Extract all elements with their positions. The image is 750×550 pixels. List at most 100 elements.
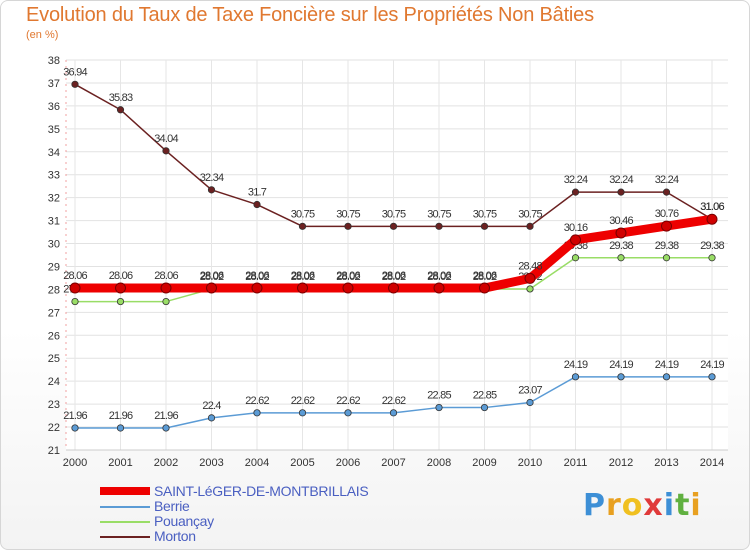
x-tick-label: 2003 bbox=[199, 457, 223, 469]
y-tick-label: 30 bbox=[48, 239, 60, 251]
data-label: 28.06 bbox=[109, 270, 133, 282]
x-tick-label: 2011 bbox=[564, 457, 588, 469]
data-label: 22.62 bbox=[336, 395, 360, 407]
data-point bbox=[71, 297, 79, 306]
data-label: 22.85 bbox=[427, 390, 451, 402]
x-tick-label: 2005 bbox=[290, 457, 314, 469]
data-label: 28.06 bbox=[291, 270, 315, 282]
logo-letter: o bbox=[621, 488, 644, 523]
data-label: 22.62 bbox=[382, 395, 406, 407]
data-point bbox=[298, 409, 307, 417]
data-label: 36.94 bbox=[63, 66, 87, 78]
y-tick-label: 28 bbox=[48, 284, 60, 296]
y-tick-label: 35 bbox=[48, 124, 60, 136]
logo-letter: i bbox=[690, 488, 702, 523]
data-point bbox=[617, 373, 625, 381]
data-point bbox=[344, 222, 352, 230]
y-tick-label: 23 bbox=[48, 399, 60, 411]
x-tick-label: 2004 bbox=[245, 457, 269, 469]
data-point bbox=[116, 297, 125, 306]
data-label: 29.38 bbox=[655, 240, 679, 252]
data-point bbox=[162, 424, 170, 432]
data-point bbox=[526, 222, 534, 230]
data-label: 24.19 bbox=[564, 359, 588, 371]
data-label: 28.48 bbox=[518, 260, 542, 272]
data-label: 30.16 bbox=[564, 222, 588, 234]
data-label: 28.02 bbox=[291, 271, 315, 283]
legend-label: Morton bbox=[154, 528, 196, 544]
data-point bbox=[116, 106, 125, 114]
data-point bbox=[708, 373, 716, 381]
data-label: 28.06 bbox=[200, 270, 224, 282]
y-tick-label: 33 bbox=[48, 170, 60, 182]
data-point bbox=[115, 282, 126, 294]
data-label: 24.19 bbox=[655, 359, 679, 371]
data-point bbox=[526, 285, 534, 293]
y-tick-label: 29 bbox=[48, 261, 60, 273]
y-tick-label: 21 bbox=[48, 445, 60, 457]
data-point bbox=[571, 254, 580, 262]
chart-title: Evolution du Taux de Taxe Foncière sur l… bbox=[26, 4, 594, 26]
legend-swatch bbox=[100, 536, 150, 538]
y-tick-label: 36 bbox=[48, 101, 60, 113]
data-point bbox=[479, 282, 490, 294]
legend-swatch bbox=[100, 487, 150, 495]
x-tick-label: 2001 bbox=[108, 457, 132, 469]
data-point bbox=[389, 222, 398, 230]
data-point bbox=[661, 220, 672, 232]
data-point bbox=[708, 254, 716, 262]
data-label: 30.75 bbox=[291, 208, 315, 220]
data-point bbox=[571, 188, 580, 196]
y-tick-label: 22 bbox=[48, 422, 60, 434]
legend-label: SAINT-LéGER-DE-MONTBRILLAIS bbox=[154, 483, 369, 499]
y-tick-label: 32 bbox=[48, 193, 60, 205]
logo-letter: P bbox=[583, 488, 606, 523]
legend-label: Pouançay bbox=[154, 513, 214, 529]
y-tick-label: 37 bbox=[48, 78, 60, 90]
data-label: 28.02 bbox=[200, 271, 224, 283]
data-label: 28.02 bbox=[245, 271, 269, 283]
legend-swatch bbox=[100, 521, 150, 523]
data-point bbox=[480, 222, 489, 230]
data-point bbox=[116, 424, 125, 432]
data-point bbox=[662, 188, 671, 196]
data-label: 32.24 bbox=[609, 174, 633, 186]
y-tick-label: 34 bbox=[48, 147, 60, 159]
data-label: 31.7 bbox=[248, 187, 267, 199]
data-label: 31.06 bbox=[700, 201, 724, 213]
y-tick-label: 26 bbox=[48, 330, 60, 342]
legend-label: Berrie bbox=[154, 498, 190, 514]
data-label: 21.96 bbox=[63, 410, 87, 422]
logo-letter: i bbox=[663, 488, 676, 523]
x-tick-label: 2013 bbox=[654, 457, 678, 469]
data-label: 29.38 bbox=[609, 240, 633, 252]
data-label: 29.38 bbox=[700, 240, 724, 252]
data-point bbox=[344, 409, 352, 417]
logo-letter: t bbox=[675, 488, 691, 523]
data-point bbox=[526, 398, 534, 407]
logo-letter: r bbox=[606, 488, 622, 523]
data-label: 28.06 bbox=[336, 270, 360, 282]
x-tick-label: 2010 bbox=[518, 457, 542, 469]
data-label: 22.62 bbox=[291, 395, 315, 407]
data-label: 31.06 bbox=[700, 201, 724, 213]
data-point bbox=[617, 188, 625, 196]
data-label: 32.34 bbox=[200, 172, 224, 184]
data-label: 24.19 bbox=[700, 359, 724, 371]
data-point bbox=[160, 282, 172, 294]
data-point bbox=[69, 282, 81, 294]
data-point bbox=[433, 282, 445, 294]
data-point bbox=[662, 254, 671, 262]
data-label: 21.96 bbox=[109, 410, 133, 422]
data-point bbox=[570, 234, 581, 246]
data-point bbox=[162, 147, 170, 155]
data-label: 30.75 bbox=[473, 208, 497, 220]
data-point bbox=[662, 373, 671, 381]
data-point bbox=[524, 272, 536, 284]
y-tick-label: 27 bbox=[48, 307, 60, 319]
data-label: 28.06 bbox=[427, 270, 451, 282]
data-label: 28.02 bbox=[382, 271, 406, 283]
y-tick-label: 24 bbox=[48, 376, 60, 388]
x-tick-label: 2007 bbox=[381, 457, 405, 469]
